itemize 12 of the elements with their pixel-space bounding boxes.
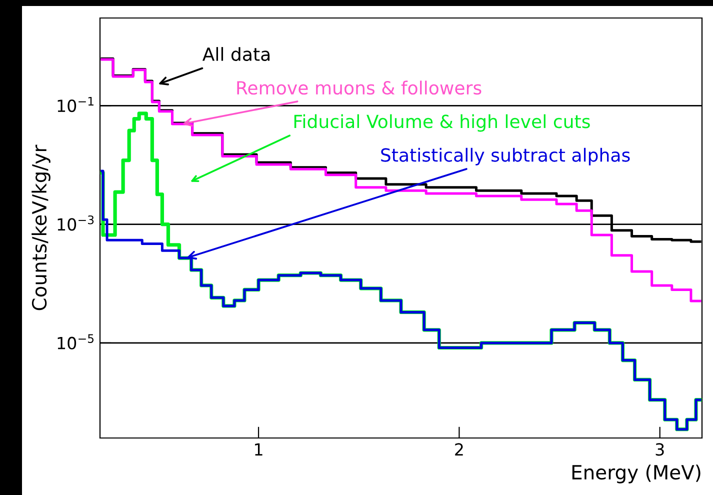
x-tick-label: 3	[656, 443, 664, 456]
annotation: Fiducial Volume & high level cuts	[294, 114, 590, 132]
y-tick-label: 10$^{−5}$	[58, 334, 94, 350]
y-tick-label: 10$^{−1}$	[58, 96, 94, 112]
annotation: Statistically subtract alphas	[381, 148, 630, 166]
annotation: Remove muons & followers	[237, 80, 482, 95]
y-axis-title: Counts/keV/kg/yr	[32, 144, 50, 310]
x-axis-title: Energy (MeV)	[572, 464, 700, 484]
y-tick-label: 10$^{−3}$	[58, 215, 94, 231]
x-tick-label: 2	[455, 443, 463, 456]
annotation: All data	[202, 47, 270, 62]
x-tick-label: 1	[255, 443, 262, 456]
